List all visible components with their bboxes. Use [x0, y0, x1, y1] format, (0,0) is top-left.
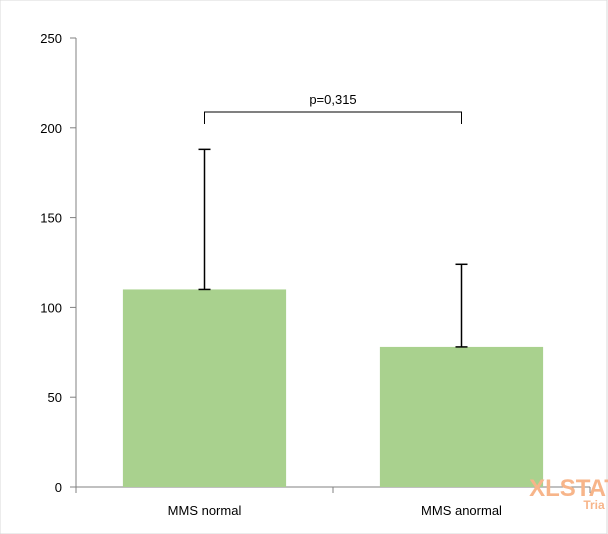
bar	[379, 346, 544, 487]
significance-annotation: p=0,315	[204, 92, 462, 124]
y-tick-label: 250	[40, 31, 62, 46]
y-tick-label: 200	[40, 121, 62, 136]
x-category-label: MMS normal	[168, 503, 242, 518]
y-tick-label: 0	[55, 480, 62, 495]
axes: 0 50 100 150 200 250 MMS normal MMS anormal	[40, 31, 591, 518]
error-bars	[198, 148, 468, 348]
y-tick-label: 100	[40, 300, 62, 315]
x-category-label: MMS anormal	[421, 503, 502, 518]
y-tick-label: 150	[40, 211, 62, 226]
bars	[122, 289, 544, 487]
y-tick-label: 50	[48, 390, 62, 405]
significance-bracket	[204, 111, 462, 124]
bar	[122, 289, 287, 487]
p-value-label: p=0,315	[309, 92, 356, 107]
watermark-sub: Tria	[583, 498, 605, 512]
